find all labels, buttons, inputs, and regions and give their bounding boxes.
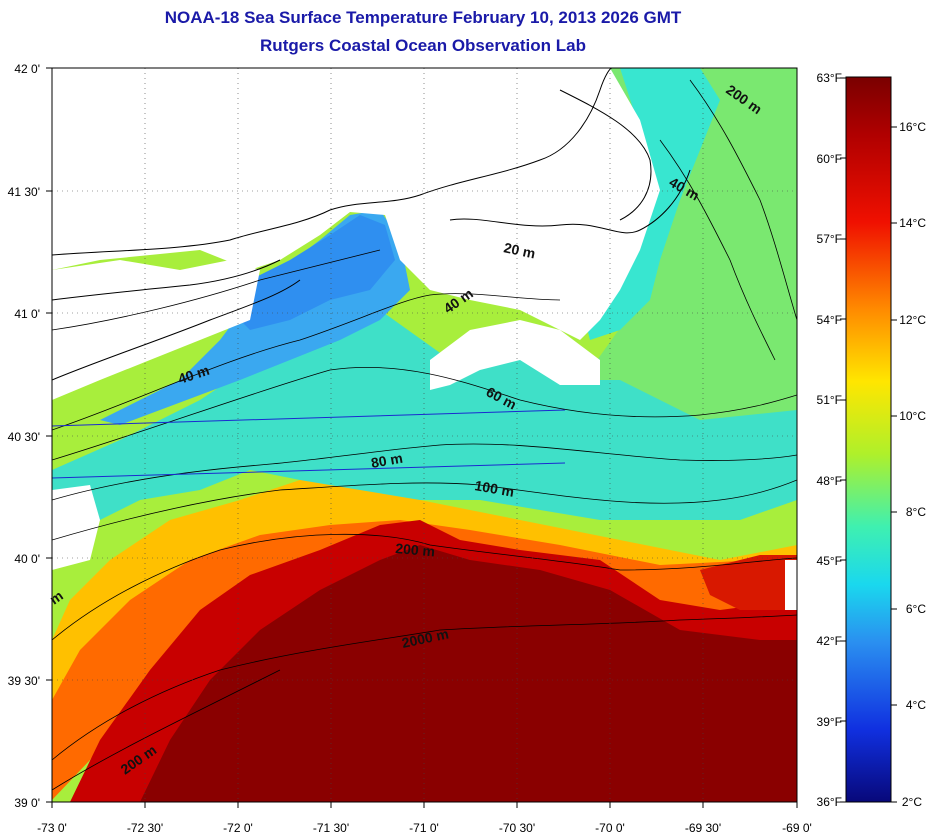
depth-label: 20 m xyxy=(502,239,537,261)
fahrenheit-label: 60°F xyxy=(817,152,842,166)
fahrenheit-label: 39°F xyxy=(817,715,842,729)
colorbar: 63°F 60°F 57°F 54°F 51°F 48°F 45°F 42°F … xyxy=(817,71,927,809)
fahrenheit-label: 36°F xyxy=(817,795,842,809)
celsius-label: 4°C xyxy=(906,698,926,712)
lon-label: -69 30' xyxy=(685,821,721,835)
fahrenheit-label: 42°F xyxy=(817,634,842,648)
fahrenheit-label: 63°F xyxy=(817,71,842,85)
lon-label: -71 0' xyxy=(409,821,439,835)
celsius-label: 2°C xyxy=(902,795,922,809)
fahrenheit-label: 45°F xyxy=(817,554,842,568)
lat-label: 41 30' xyxy=(8,185,40,199)
lat-label: 40 0' xyxy=(14,552,40,566)
lat-label: 39 30' xyxy=(8,674,40,688)
lat-label: 40 30' xyxy=(8,430,40,444)
celsius-label: 8°C xyxy=(906,505,926,519)
fahrenheit-label: 54°F xyxy=(817,313,842,327)
celsius-label: 6°C xyxy=(906,602,926,616)
depth-label: 200 m xyxy=(395,540,436,559)
celsius-label: 10°C xyxy=(899,409,926,423)
sst-field xyxy=(52,68,797,802)
lon-label: -72 30' xyxy=(127,821,163,835)
celsius-label: 16°C xyxy=(899,120,926,134)
depth-label: 80 m xyxy=(370,450,404,471)
lon-label: -73 0' xyxy=(37,821,67,835)
longitude-labels: -73 0' -72 30' -72 0' -71 30' -71 0' -70… xyxy=(37,821,812,835)
map-title: NOAA-18 Sea Surface Temperature February… xyxy=(164,8,682,27)
fahrenheit-label: 51°F xyxy=(817,393,842,407)
fahrenheit-label: 57°F xyxy=(817,232,842,246)
lat-label: 41 0' xyxy=(14,307,40,321)
axis-ticks xyxy=(46,67,798,808)
fahrenheit-label: 48°F xyxy=(817,474,842,488)
lat-label: 42 0' xyxy=(14,62,40,76)
lon-label: -70 0' xyxy=(595,821,625,835)
lon-label: -70 30' xyxy=(499,821,535,835)
lon-label: -69 0' xyxy=(782,821,812,835)
depth-label: 100 m xyxy=(473,477,515,500)
lon-label: -71 30' xyxy=(313,821,349,835)
celsius-label: 14°C xyxy=(899,216,926,230)
latitude-labels: 42 0' 41 30' 41 0' 40 30' 40 0' 39 30' 3… xyxy=(8,62,40,810)
lon-label: -72 0' xyxy=(223,821,253,835)
map-subtitle: Rutgers Coastal Ocean Observation Lab xyxy=(260,36,586,55)
celsius-label: 12°C xyxy=(899,313,926,327)
lat-label: 39 0' xyxy=(14,796,40,810)
